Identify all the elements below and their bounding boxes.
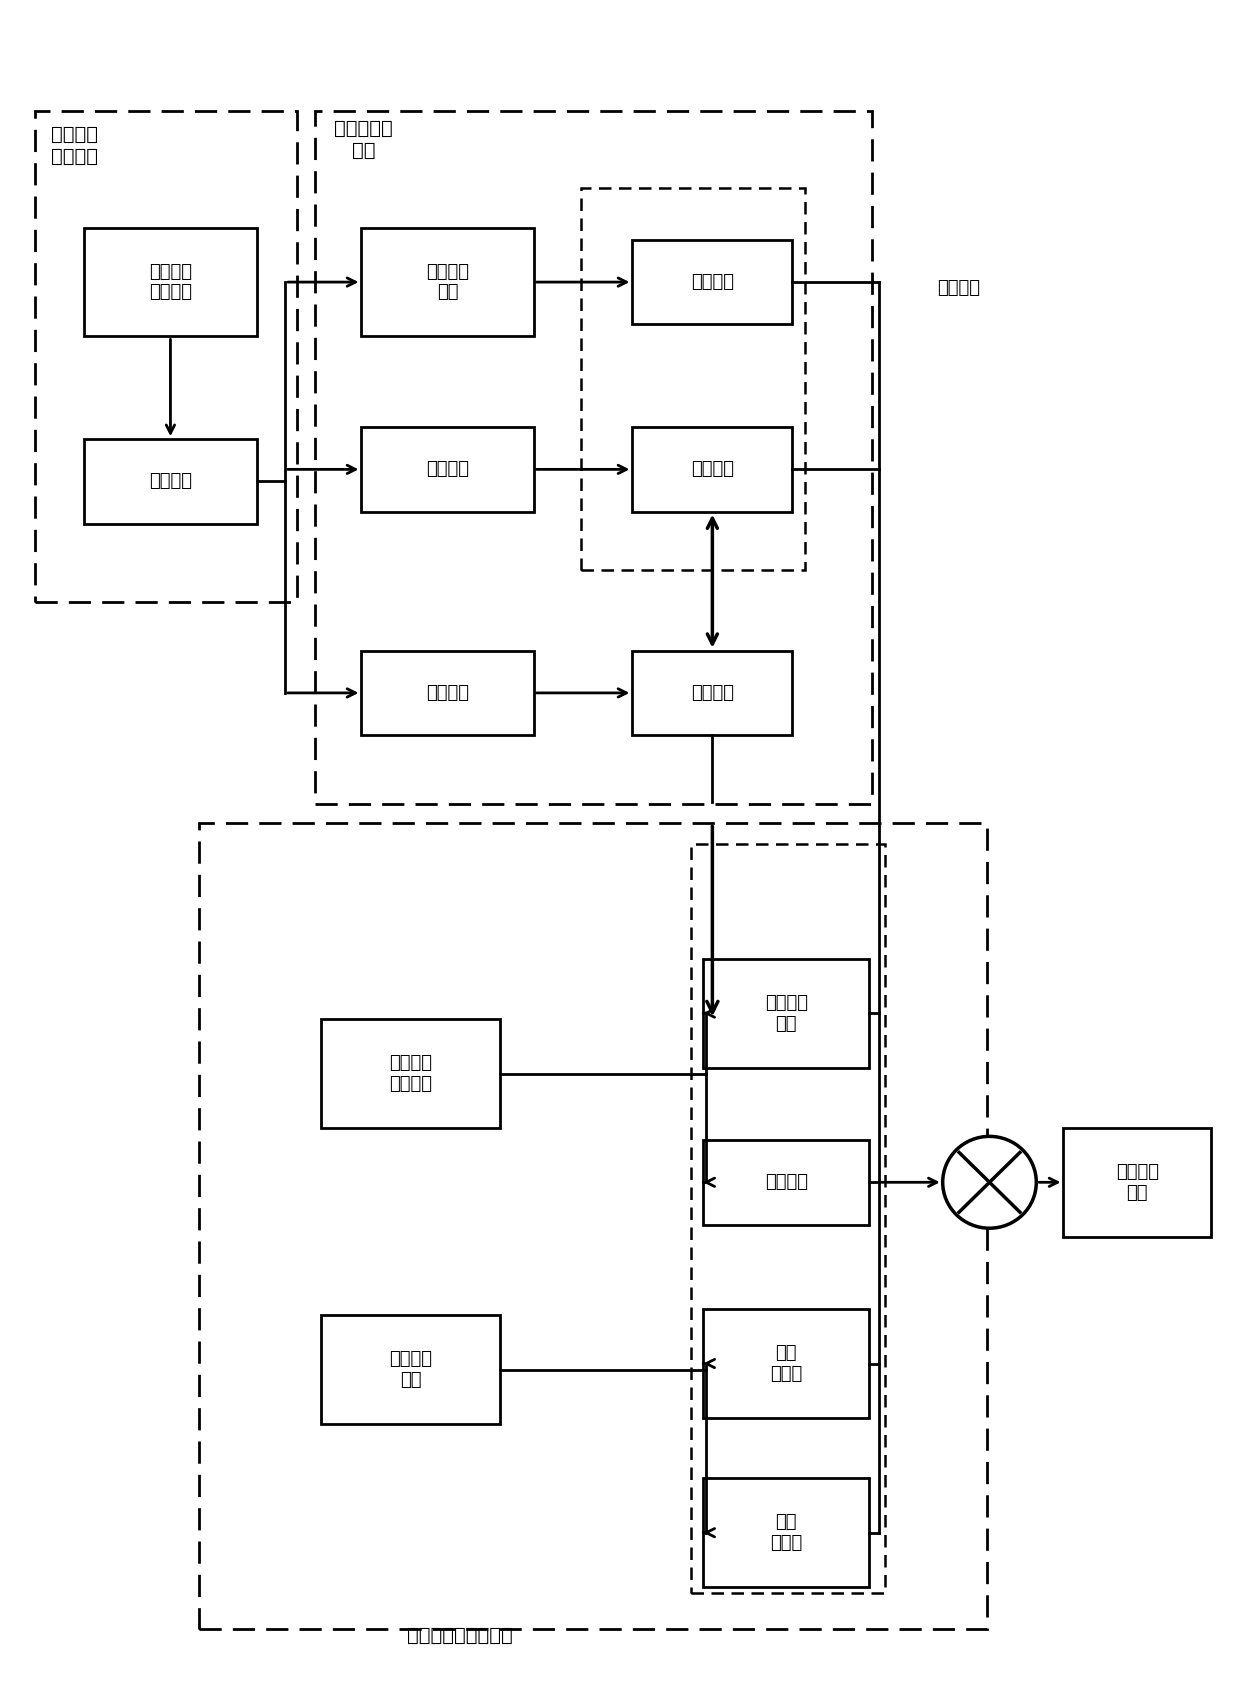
FancyBboxPatch shape xyxy=(703,959,869,1068)
FancyBboxPatch shape xyxy=(361,228,533,337)
FancyBboxPatch shape xyxy=(632,651,792,734)
FancyBboxPatch shape xyxy=(703,1141,869,1224)
FancyBboxPatch shape xyxy=(361,427,533,512)
Text: 视频监控
数据采集: 视频监控 数据采集 xyxy=(149,264,192,301)
FancyBboxPatch shape xyxy=(632,427,792,512)
Text: 智能教室
监控系统: 智能教室 监控系统 xyxy=(51,126,98,167)
Text: 任务主观
难度: 任务主观 难度 xyxy=(765,994,807,1032)
Bar xyxy=(580,187,805,570)
Circle shape xyxy=(942,1136,1037,1227)
FancyBboxPatch shape xyxy=(703,1309,869,1418)
Text: 笑脸时长: 笑脸时长 xyxy=(691,461,734,478)
Text: 认知负荷
评级: 认知负荷 评级 xyxy=(1116,1163,1159,1202)
Bar xyxy=(35,110,298,602)
Text: 答题
正确率: 答题 正确率 xyxy=(770,1345,802,1382)
Bar xyxy=(692,843,885,1593)
Text: 心理努力: 心理努力 xyxy=(765,1173,807,1192)
FancyBboxPatch shape xyxy=(632,240,792,325)
FancyBboxPatch shape xyxy=(361,651,533,734)
Text: 头部姿态
估计: 头部姿态 估计 xyxy=(427,264,469,301)
Text: 答题
反应时: 答题 反应时 xyxy=(770,1513,802,1552)
Bar xyxy=(198,823,987,1629)
Text: 人脸检测: 人脸检测 xyxy=(149,473,192,491)
Text: 特征融合: 特征融合 xyxy=(937,279,980,298)
Text: 学生答题
系统: 学生答题 系统 xyxy=(389,1350,432,1389)
Text: 人脸识别: 人脸识别 xyxy=(427,683,469,702)
FancyBboxPatch shape xyxy=(703,1479,869,1588)
FancyBboxPatch shape xyxy=(321,1020,500,1127)
FancyBboxPatch shape xyxy=(1064,1127,1211,1236)
FancyBboxPatch shape xyxy=(321,1316,500,1425)
Bar xyxy=(315,110,873,804)
Text: 师生课堂互动云平台: 师生课堂互动云平台 xyxy=(407,1627,513,1646)
Text: 注视时长: 注视时长 xyxy=(691,274,734,291)
Text: 表情识别: 表情识别 xyxy=(427,461,469,478)
Text: 认知负荷
自评量表: 认知负荷 自评量表 xyxy=(389,1054,432,1093)
FancyBboxPatch shape xyxy=(84,439,257,524)
Text: 多任务深度
学习: 多任务深度 学习 xyxy=(335,119,393,160)
FancyBboxPatch shape xyxy=(84,228,257,337)
Text: 数据关联: 数据关联 xyxy=(691,683,734,702)
